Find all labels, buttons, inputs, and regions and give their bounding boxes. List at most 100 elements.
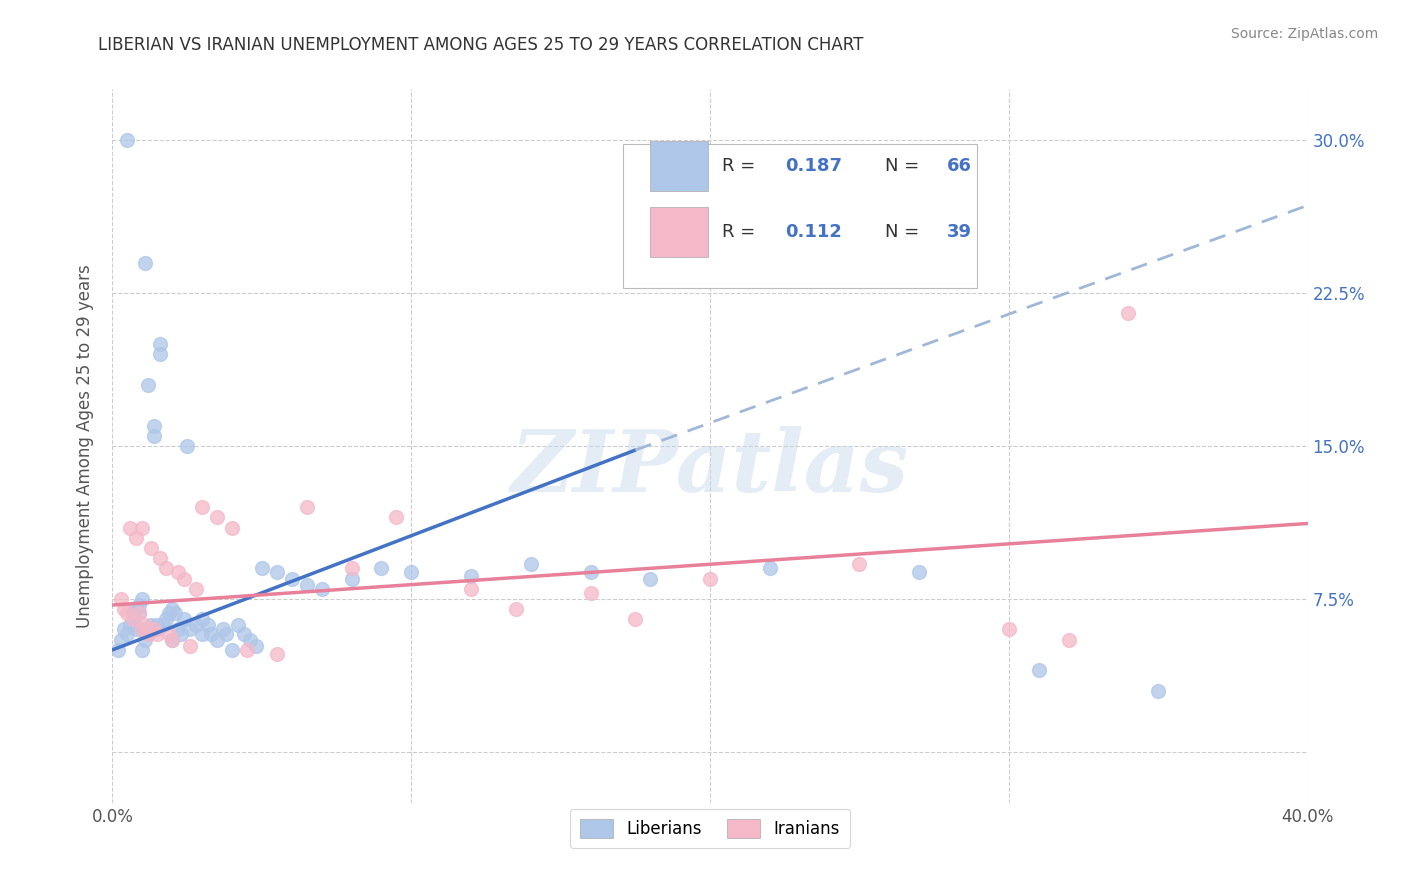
Point — [848, 558, 870, 572]
Point — [155, 561, 177, 575]
Text: Source: ZipAtlas.com: Source: ZipAtlas.com — [1230, 27, 1378, 41]
Point — [520, 558, 543, 572]
Point — [266, 566, 288, 580]
Legend: Liberians, Iranians: Liberians, Iranians — [569, 809, 851, 848]
Point — [699, 572, 721, 586]
Text: 66: 66 — [946, 157, 972, 175]
Point — [179, 623, 201, 637]
FancyBboxPatch shape — [623, 145, 977, 287]
Point — [295, 577, 318, 591]
Point — [134, 255, 156, 269]
Point — [107, 643, 129, 657]
Point — [134, 632, 156, 647]
Text: 0.187: 0.187 — [786, 157, 842, 175]
Point — [167, 566, 190, 580]
Point — [1057, 632, 1080, 647]
Point — [176, 439, 198, 453]
Text: N =: N = — [884, 223, 925, 241]
Point — [149, 551, 172, 566]
Point — [311, 582, 333, 596]
Point — [250, 561, 273, 575]
Point — [155, 612, 177, 626]
Bar — [651, 207, 707, 257]
Point — [281, 572, 304, 586]
Point — [138, 377, 160, 392]
Point — [122, 612, 145, 626]
Point — [131, 591, 153, 606]
Point — [640, 572, 662, 586]
Point — [233, 626, 256, 640]
Point — [205, 510, 228, 524]
Point — [120, 520, 142, 534]
Point — [125, 531, 148, 545]
Point — [624, 612, 647, 626]
Point — [128, 606, 150, 620]
Point — [128, 606, 150, 620]
Point — [460, 582, 482, 596]
Point — [120, 618, 142, 632]
Text: R =: R = — [723, 223, 761, 241]
Text: 0.112: 0.112 — [786, 223, 842, 241]
Point — [505, 602, 527, 616]
Point — [110, 632, 132, 647]
Point — [1147, 683, 1170, 698]
Point — [998, 623, 1021, 637]
Point — [157, 626, 180, 640]
Point — [212, 623, 235, 637]
Point — [162, 602, 183, 616]
Point — [143, 418, 166, 433]
Point — [191, 612, 214, 626]
Text: 39: 39 — [946, 223, 972, 241]
Point — [226, 618, 249, 632]
Point — [579, 566, 602, 580]
Point — [149, 347, 172, 361]
Point — [146, 626, 169, 640]
Point — [143, 429, 166, 443]
Point — [245, 639, 267, 653]
Point — [170, 626, 193, 640]
Point — [125, 602, 148, 616]
Point — [146, 618, 169, 632]
Point — [200, 626, 222, 640]
Point — [138, 626, 160, 640]
Point — [131, 623, 153, 637]
Point — [239, 632, 262, 647]
Point — [221, 643, 243, 657]
Point — [138, 626, 160, 640]
Point — [186, 618, 208, 632]
Point — [186, 582, 208, 596]
Point — [165, 606, 187, 620]
Point — [110, 591, 132, 606]
Point — [221, 520, 243, 534]
Point — [1118, 306, 1140, 320]
Point — [122, 606, 145, 620]
Point — [117, 606, 139, 620]
Point — [114, 602, 135, 616]
Point — [128, 598, 150, 612]
Point — [759, 561, 782, 575]
Point — [460, 569, 482, 583]
Point — [141, 541, 163, 555]
Point — [191, 626, 214, 640]
Point — [149, 337, 172, 351]
Point — [167, 623, 190, 637]
Point — [197, 618, 219, 632]
Point — [173, 572, 195, 586]
Point — [191, 500, 214, 515]
Point — [340, 572, 363, 586]
Point — [114, 623, 135, 637]
Point — [179, 639, 201, 653]
Point — [122, 612, 145, 626]
Point — [266, 647, 288, 661]
Point — [1028, 663, 1050, 677]
Point — [173, 612, 195, 626]
Point — [385, 510, 408, 524]
Point — [340, 561, 363, 575]
Bar — [651, 141, 707, 191]
Point — [162, 632, 183, 647]
Point — [131, 643, 153, 657]
Point — [205, 632, 228, 647]
Point — [401, 566, 423, 580]
Point — [908, 566, 931, 580]
Y-axis label: Unemployment Among Ages 25 to 29 years: Unemployment Among Ages 25 to 29 years — [76, 264, 94, 628]
